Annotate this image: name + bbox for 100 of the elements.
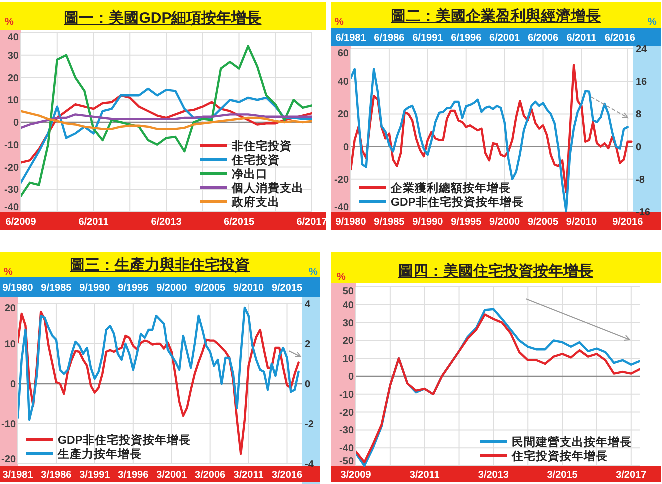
- legend-label: 净出口: [232, 167, 268, 181]
- y-tick-label: 40: [8, 32, 20, 44]
- x-tick-label: 3/2015: [547, 470, 578, 481]
- legend-label: 企業獲利總額按年增長: [390, 181, 511, 195]
- x-tick-label: 9/1985: [374, 217, 406, 228]
- y-tick-label: 20: [342, 336, 354, 348]
- y2-tick-label: -2: [305, 420, 314, 430]
- legend-label: 非住宅投資: [231, 139, 292, 153]
- x-tick-label: 3/1996: [118, 470, 150, 481]
- x2-tick-label: 6/2011: [566, 33, 598, 44]
- x-tick-label: 3/1981: [2, 470, 34, 481]
- y2-tick-label: 0: [305, 380, 311, 390]
- y2-tick-label: -8: [636, 174, 646, 186]
- legend-label: GDP非住宅投資按年增長: [391, 195, 524, 209]
- x2-tick-label: 6/1996: [451, 33, 482, 44]
- x-tick-label: 9/2000: [490, 217, 521, 228]
- y-tick-label: -50: [340, 456, 354, 468]
- y-axis-title: %: [335, 17, 344, 28]
- legend-label: 生產力按年增長: [57, 447, 142, 461]
- x-tick-label: 9/1990: [412, 217, 444, 228]
- y2-tick-label: 24: [636, 44, 648, 56]
- x2-tick-label: 9/2005: [195, 283, 226, 294]
- x-tick-label: 9/1995: [451, 217, 482, 228]
- legend-label: 住宅投資: [231, 153, 280, 167]
- y-tick-label: 50: [342, 286, 354, 298]
- y-tick-label: 0: [343, 142, 350, 154]
- x-tick-label: 3/2001: [156, 470, 188, 481]
- y-tick-label: -10: [340, 390, 354, 401]
- y-tick-label: -40: [4, 202, 20, 214]
- x2-tick-label: 9/1990: [80, 283, 111, 294]
- y-axis-title: %: [5, 17, 14, 28]
- y-tick-label: 10: [342, 354, 354, 366]
- x-tick-label: 9/2016: [612, 217, 644, 228]
- x-tick-label: 3/2013: [478, 470, 510, 481]
- x-tick-label: 9/2010: [566, 217, 598, 228]
- x-tick-label: 6/2009: [6, 217, 37, 228]
- x-tick-label: 3/1986: [41, 470, 72, 481]
- y2-axis-title: %: [309, 267, 318, 278]
- chart-title: 圖一：美國GDP細項按年增長: [64, 9, 262, 27]
- x2-tick-label: 6/1981: [336, 33, 367, 44]
- x-tick-label: 3/2006: [195, 470, 226, 481]
- x-tick-label: 3/2011: [410, 470, 440, 481]
- y-tick-label: -20: [4, 162, 20, 174]
- y2-tick-label: 0: [636, 142, 642, 154]
- x2-tick-label: 6/2016: [604, 33, 636, 44]
- line-series: [351, 68, 629, 213]
- y-tick-label: -20: [334, 174, 350, 186]
- y-tick-label: 10: [8, 96, 20, 107]
- y-tick-label: 40: [342, 300, 354, 312]
- y-tick-label: 20: [4, 304, 16, 314]
- x-tick-label: 6/2011: [78, 217, 110, 228]
- y-axis-title: %: [4, 267, 13, 278]
- x-tick-label: 9/2005: [528, 217, 559, 228]
- x2-tick-label: 9/1985: [41, 283, 72, 294]
- y-tick-label: 0: [13, 118, 20, 129]
- y-axis-title: %: [337, 272, 346, 283]
- x2-tick-label: 9/1995: [118, 283, 150, 294]
- y2-tick-label: 4: [305, 300, 311, 310]
- y-tick-label: -10: [4, 140, 20, 152]
- x-tick-label: 3/2017: [616, 470, 648, 481]
- y-tick-label: -20: [2, 454, 16, 466]
- x-tick-label: 6/2015: [224, 217, 255, 228]
- y-tick-label: -40: [334, 202, 350, 214]
- x2-tick-label: 9/1980: [2, 283, 34, 294]
- line-series: [18, 306, 300, 422]
- y-tick-label: 0: [10, 380, 16, 390]
- y-tick-label: 20: [338, 110, 350, 121]
- y-tick-label: 10: [4, 340, 16, 350]
- chart-title: 圖四：美國住宅投資按年增長: [398, 262, 594, 280]
- y2-axis-title: %: [648, 17, 657, 28]
- legend-label: 政府支出: [231, 195, 280, 209]
- y2-tick-label: 2: [305, 340, 311, 350]
- chart-title: 圖三：生產力與非住宅投資: [70, 256, 250, 274]
- x-tick-label: 9/1980: [336, 217, 367, 228]
- legend-label: 住宅投資按年增長: [511, 449, 608, 463]
- x-tick-label: 3/2009: [340, 470, 372, 481]
- x2-tick-label: 9/2000: [156, 283, 188, 294]
- x-tick-label: 6/2013: [151, 217, 182, 228]
- legend-label: 個人消費支出: [231, 181, 304, 195]
- x2-tick-label: 6/2006: [528, 33, 559, 44]
- x2-tick-label: 6/2001: [490, 33, 521, 44]
- x2-tick-label: 9/2010: [233, 283, 265, 294]
- legend-label: GDP非住宅投資按年增長: [58, 433, 191, 447]
- y2-tick-label: 8: [636, 110, 642, 121]
- y-tick-label: -20: [340, 408, 354, 419]
- y-tick-label: -30: [4, 185, 20, 196]
- legend-label: 民間建營支出按年增長: [512, 435, 632, 449]
- y-tick-label: 30: [342, 318, 354, 330]
- x2-tick-label: 6/1991: [412, 33, 444, 44]
- y2-tick-label: 16: [636, 77, 648, 88]
- x-tick-label: 3/1991: [80, 470, 111, 481]
- x-tick-label: 3/2016: [272, 470, 303, 481]
- y-tick-label: -40: [340, 444, 354, 455]
- y-tick-label: 40: [338, 77, 350, 88]
- y-tick-label: -30: [340, 426, 354, 437]
- y-tick-label: 30: [8, 50, 20, 62]
- x-tick-label: 6/2017: [296, 217, 328, 228]
- y-tick-label: 20: [8, 73, 20, 84]
- x2-tick-label: 6/1986: [374, 33, 406, 44]
- x2-tick-label: 9/2015: [272, 283, 303, 294]
